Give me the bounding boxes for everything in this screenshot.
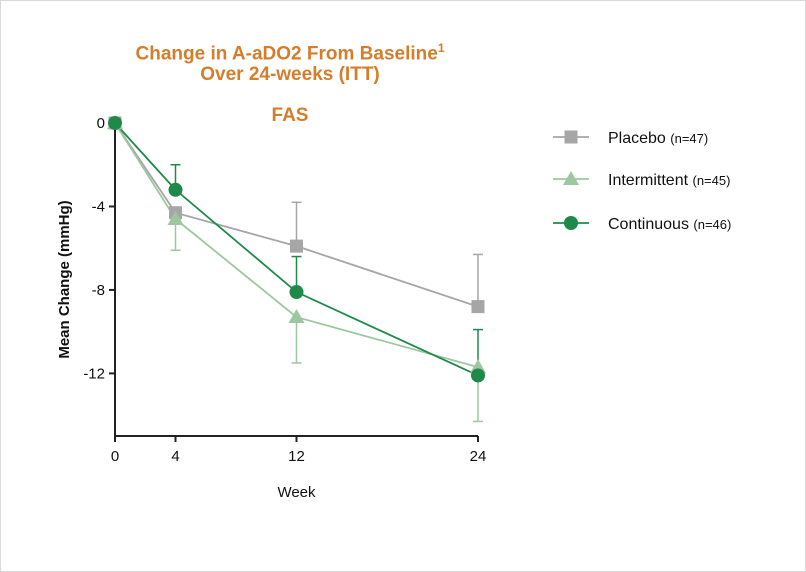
legend-marker-intermittent (563, 171, 579, 185)
data-point-continuous (168, 182, 183, 197)
y-tick-label: -12 (83, 365, 105, 382)
data-point-intermittent (470, 359, 486, 374)
chart-title-line2: Over 24-weeks (ITT) (200, 64, 380, 85)
legend-label-intermittent: Intermittent (n=45) (608, 172, 730, 189)
data-point-intermittent (167, 210, 184, 225)
x-tick-label: 12 (288, 448, 305, 465)
data-point-continuous (289, 285, 304, 300)
y-tick-label: -8 (92, 282, 105, 299)
series-lines (114, 122, 479, 377)
legend-label-continuous: Continuous (n=46) (608, 216, 731, 233)
x-tick-label: 4 (171, 448, 179, 465)
chart-subtitle: FAS (271, 105, 309, 126)
data-point-placebo (290, 239, 303, 253)
title-footnote-marker: 1 (437, 41, 445, 55)
title-text: Change in A-aDO2 From Baseline (135, 43, 438, 65)
data-point-continuous (108, 116, 122, 130)
chart-title-line1: Change in A-aDO2 From Baseline1 (60, 36, 520, 66)
x-tick-label: 0 (111, 448, 119, 465)
data-point-continuous (471, 368, 485, 383)
y-tick-label: -4 (92, 198, 105, 215)
y-tick-label: 0 (97, 115, 105, 132)
series-markers (107, 115, 486, 383)
legend-marker-placebo (564, 130, 578, 144)
legend-marker-continuous (564, 216, 578, 230)
series-line-continuous (114, 122, 479, 377)
series-line-placebo (114, 122, 479, 308)
data-point-placebo (471, 300, 485, 314)
x-axis-label: Week (277, 484, 316, 501)
series-line-intermittent (114, 122, 479, 369)
legend-label-placebo: Placebo (n=47) (608, 130, 708, 147)
data-point-intermittent (288, 309, 305, 324)
legend: Placebo (n=47) Intermittent (n=45) Continu… (553, 130, 731, 233)
y-axis-label: Mean Change (mmHg) (56, 200, 73, 358)
axes: 0 -4 -8 -12 0 4 12 24 Week Mean Change (mmHg) (56, 115, 486, 501)
x-tick-label: 24 (470, 448, 487, 465)
